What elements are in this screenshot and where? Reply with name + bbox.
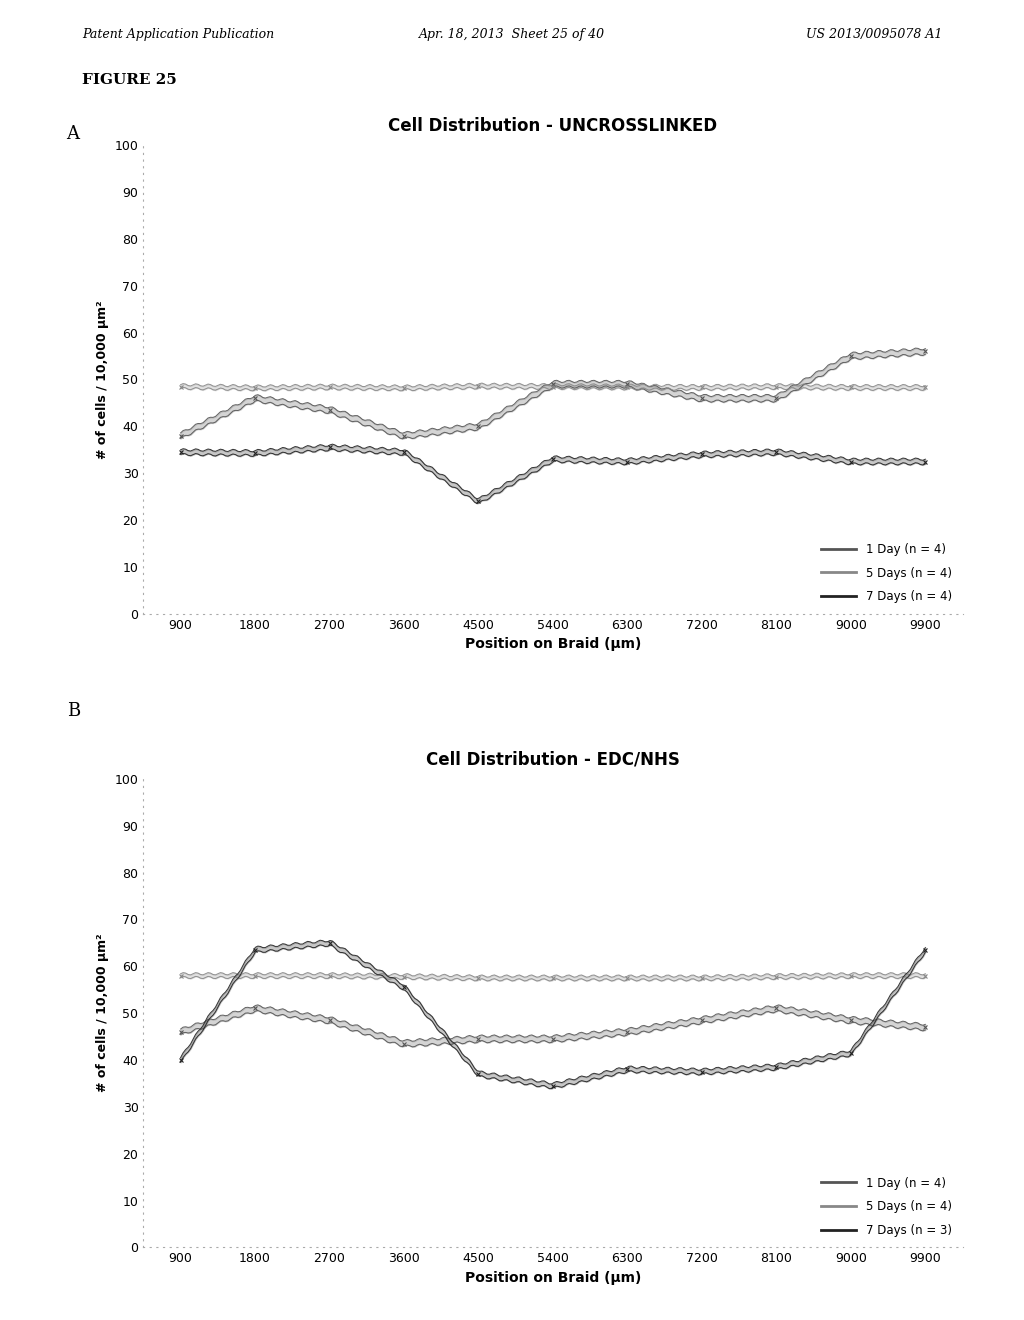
Title: Cell Distribution - UNCROSSLINKED: Cell Distribution - UNCROSSLINKED [388, 117, 718, 136]
Text: A: A [67, 125, 80, 144]
Text: Apr. 18, 2013  Sheet 25 of 40: Apr. 18, 2013 Sheet 25 of 40 [419, 28, 605, 41]
X-axis label: Position on Braid (μm): Position on Braid (μm) [465, 638, 641, 651]
Legend: 1 Day (n = 4), 5 Days (n = 4), 7 Days (n = 4): 1 Day (n = 4), 5 Days (n = 4), 7 Days (n… [816, 539, 956, 609]
Text: B: B [67, 702, 80, 721]
X-axis label: Position on Braid (μm): Position on Braid (μm) [465, 1271, 641, 1284]
Y-axis label: # of cells / 10,000 μm²: # of cells / 10,000 μm² [96, 300, 110, 459]
Text: FIGURE 25: FIGURE 25 [82, 73, 177, 87]
Legend: 1 Day (n = 4), 5 Days (n = 4), 7 Days (n = 3): 1 Day (n = 4), 5 Days (n = 4), 7 Days (n… [816, 1172, 956, 1242]
Text: Patent Application Publication: Patent Application Publication [82, 28, 274, 41]
Text: US 2013/0095078 A1: US 2013/0095078 A1 [806, 28, 942, 41]
Y-axis label: # of cells / 10,000 μm²: # of cells / 10,000 μm² [96, 933, 110, 1093]
Title: Cell Distribution - EDC/NHS: Cell Distribution - EDC/NHS [426, 751, 680, 770]
